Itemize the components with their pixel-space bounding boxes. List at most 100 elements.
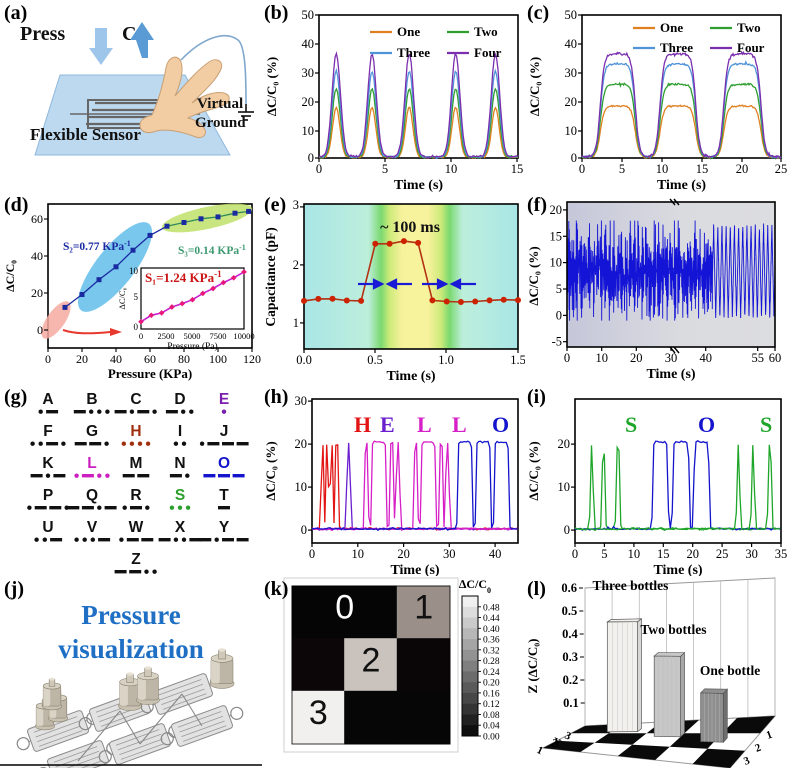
svg-text:1: 1 [414, 589, 433, 627]
svg-text:0: 0 [564, 523, 570, 537]
svg-text:40: 40 [110, 352, 122, 366]
svg-text:Z (ΔC/C₀): Z (ΔC/C₀) [525, 638, 540, 693]
svg-text:Time (s): Time (s) [386, 369, 435, 384]
svg-text:Time (s): Time (s) [657, 178, 706, 192]
svg-text:2500: 2500 [158, 331, 175, 341]
svg-text:30: 30 [302, 66, 315, 80]
svg-text:3: 3 [293, 198, 299, 212]
svg-text:20: 20 [31, 286, 43, 300]
svg-text:20: 20 [686, 547, 699, 561]
svg-text:0.3: 0.3 [562, 650, 578, 664]
svg-text:10: 10 [656, 162, 669, 176]
svg-text:50: 50 [302, 8, 315, 22]
svg-text:S₃=0.14 KPa-1: S₃=0.14 KPa-1 [178, 243, 246, 258]
svg-text:Y: Y [219, 519, 230, 536]
svg-text:A: A [42, 391, 53, 408]
svg-text:0.20: 0.20 [483, 679, 500, 689]
svg-text:0: 0 [556, 308, 562, 322]
svg-text:0: 0 [37, 323, 43, 337]
svg-text:T: T [219, 487, 229, 504]
svg-text:0.4: 0.4 [562, 627, 578, 641]
svg-text:10000: 10000 [233, 331, 254, 341]
svg-text:ΔC/C₀: ΔC/C₀ [117, 287, 127, 309]
svg-text:5000: 5000 [184, 331, 201, 341]
svg-text:60: 60 [769, 351, 782, 365]
svg-text:40: 40 [489, 547, 502, 561]
svg-text:25: 25 [775, 162, 787, 176]
svg-text:V: V [87, 519, 98, 536]
svg-text:20: 20 [630, 351, 643, 365]
svg-text:Press: Press [20, 23, 65, 45]
svg-text:10: 10 [295, 480, 308, 494]
svg-text:20: 20 [295, 437, 308, 451]
svg-text:0: 0 [134, 322, 139, 332]
svg-text:M: M [130, 455, 143, 472]
svg-text:E: E [380, 412, 395, 437]
svg-text:ΔC/C₀ (%): ΔC/C₀ (%) [526, 441, 541, 500]
svg-text:0.44: 0.44 [483, 614, 500, 624]
svg-text:1: 1 [765, 729, 774, 742]
svg-text:0.16: 0.16 [483, 689, 500, 699]
svg-text:0.12: 0.12 [483, 700, 500, 710]
svg-text:Two bottles: Two bottles [640, 622, 706, 637]
svg-text:2: 2 [362, 641, 381, 679]
svg-text:X: X [175, 519, 186, 536]
svg-text:0.28: 0.28 [483, 657, 500, 667]
svg-text:Two: Two [474, 24, 498, 39]
svg-text:One: One [660, 20, 683, 35]
svg-text:80: 80 [178, 352, 190, 366]
svg-text:0: 0 [139, 331, 143, 341]
svg-text:Pressure: Pressure [81, 600, 180, 630]
svg-text:20: 20 [565, 95, 578, 109]
svg-text:Z: Z [131, 551, 141, 568]
svg-text:Pressure (KPa): Pressure (KPa) [108, 366, 192, 381]
svg-text:U: U [42, 519, 53, 536]
svg-text:10: 10 [595, 351, 608, 365]
svg-text:0.5: 0.5 [562, 604, 578, 618]
svg-text:0: 0 [309, 547, 315, 561]
svg-text:-5: -5 [552, 335, 562, 349]
svg-text:10: 10 [352, 547, 365, 561]
svg-text:0.00: 0.00 [483, 733, 500, 743]
svg-text:ΔC/C₀ (%): ΔC/C₀ (%) [526, 246, 541, 305]
svg-text:L: L [87, 455, 96, 472]
svg-text:15: 15 [657, 547, 670, 561]
svg-text:60: 60 [144, 352, 156, 366]
svg-text:120: 120 [243, 352, 261, 366]
svg-text:0.04: 0.04 [483, 722, 500, 732]
svg-text:O: O [698, 412, 715, 437]
svg-text:ΔC/C₀ (%): ΔC/C₀ (%) [527, 57, 542, 116]
svg-text:0: 0 [45, 352, 51, 366]
svg-text:40: 40 [699, 351, 712, 365]
svg-text:S: S [625, 412, 637, 437]
svg-text:Time (s): Time (s) [394, 178, 443, 192]
svg-text:Four: Four [474, 45, 502, 60]
svg-text:0.1: 0.1 [563, 696, 579, 710]
svg-text:S: S [175, 487, 185, 504]
svg-text:5: 5 [601, 547, 607, 561]
svg-text:10: 10 [628, 547, 641, 561]
svg-text:S: S [760, 412, 772, 437]
svg-text:20: 20 [302, 95, 315, 109]
svg-text:0.08: 0.08 [483, 711, 500, 721]
svg-text:K: K [42, 455, 54, 472]
svg-text:20: 20 [397, 547, 410, 561]
svg-text:1.5: 1.5 [510, 353, 525, 367]
svg-text:0.32: 0.32 [483, 646, 500, 656]
svg-text:20: 20 [76, 352, 88, 366]
svg-text:Virtual: Virtual [197, 96, 243, 112]
svg-text:S₁=1.24 KPa-1: S₁=1.24 KPa-1 [145, 269, 222, 285]
svg-text:Two: Two [737, 20, 761, 35]
svg-text:2: 2 [293, 258, 299, 272]
svg-text:30: 30 [443, 547, 456, 561]
svg-text:H: H [130, 423, 141, 440]
svg-text:25: 25 [716, 547, 729, 561]
svg-text:0: 0 [572, 547, 578, 561]
svg-text:H: H [354, 412, 371, 437]
svg-text:40: 40 [302, 37, 315, 51]
svg-text:10: 10 [129, 266, 139, 276]
svg-text:0.5: 0.5 [367, 353, 383, 367]
svg-text:30: 30 [665, 351, 678, 365]
svg-text:W: W [129, 519, 144, 536]
svg-text:0: 0 [335, 589, 354, 627]
